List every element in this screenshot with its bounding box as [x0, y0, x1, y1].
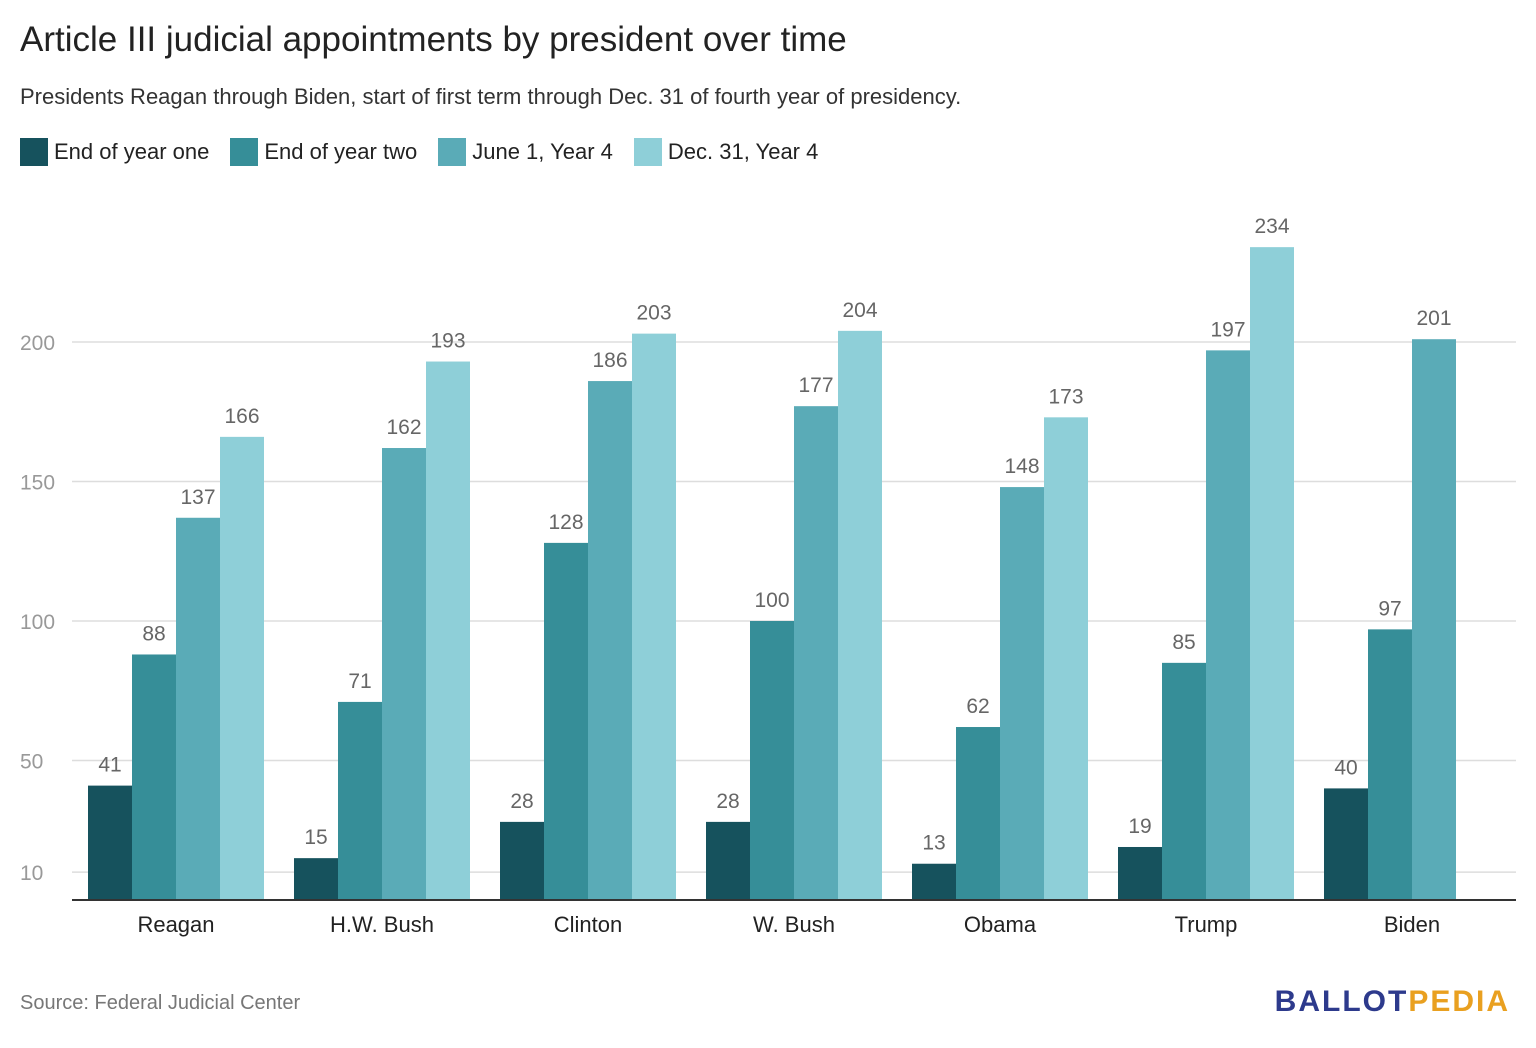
- bar-s1-1: [294, 858, 338, 900]
- legend-label-year-one: End of year one: [54, 139, 210, 164]
- value-label-s2-1: 71: [348, 670, 371, 693]
- source-note: Source: Federal Judicial Center: [20, 992, 301, 1014]
- value-label-s1-6: 40: [1334, 756, 1357, 779]
- y-tick-label-100: 100: [20, 611, 55, 634]
- bar-s1-0: [88, 785, 132, 900]
- value-label-s1-4: 13: [922, 832, 945, 855]
- bar-s3-6: [1412, 339, 1456, 901]
- bar-s2-1: [338, 701, 382, 900]
- value-label-s2-0: 88: [142, 622, 165, 645]
- category-label-2: Clinton: [554, 912, 622, 937]
- bar-s3-0: [176, 517, 220, 900]
- value-label-s4-4: 173: [1048, 385, 1083, 408]
- value-label-s4-2: 203: [636, 302, 671, 325]
- bar-s2-5: [1162, 662, 1206, 900]
- bar-s2-0: [132, 654, 176, 900]
- bar-s4-0: [220, 436, 264, 900]
- value-label-s1-1: 15: [304, 826, 327, 849]
- bar-s1-3: [706, 821, 750, 900]
- category-label-4: Obama: [964, 912, 1037, 937]
- value-label-s2-4: 62: [966, 695, 989, 718]
- legend-item-year-one: End of year one: [20, 138, 209, 166]
- category-label-1: H.W. Bush: [330, 912, 434, 937]
- value-label-s3-3: 177: [798, 374, 833, 397]
- bar-s4-5: [1250, 247, 1294, 900]
- value-label-s2-3: 100: [754, 589, 789, 612]
- legend-label-june-year-four: June 1, Year 4: [472, 139, 613, 164]
- value-label-s2-6: 97: [1378, 597, 1401, 620]
- logo-text-pedia: PEDIA: [1408, 985, 1510, 1018]
- value-label-s4-1: 193: [430, 330, 465, 353]
- value-label-s3-1: 162: [386, 416, 421, 439]
- bar-s4-4: [1044, 417, 1088, 900]
- value-label-s3-5: 197: [1210, 318, 1245, 341]
- category-label-3: W. Bush: [753, 912, 835, 937]
- bar-s1-2: [500, 821, 544, 900]
- bar-s3-5: [1206, 350, 1250, 900]
- legend-swatch-year-one: [20, 138, 48, 166]
- bar-s3-2: [588, 381, 632, 900]
- bar-s2-6: [1368, 629, 1412, 900]
- legend-label-year-two: End of year two: [264, 139, 418, 164]
- bar-s1-4: [912, 863, 956, 900]
- y-tick-label-50: 50: [20, 751, 43, 774]
- value-label-s3-2: 186: [592, 349, 627, 372]
- y-tick-label-10: 10: [20, 862, 43, 885]
- legend-label-dec-year-four: Dec. 31, Year 4: [667, 139, 819, 164]
- value-label-s3-6: 201: [1416, 307, 1451, 330]
- value-label-s1-5: 19: [1128, 815, 1151, 838]
- bar-s4-2: [632, 333, 676, 900]
- value-label-s4-5: 234: [1254, 215, 1289, 238]
- bar-s3-3: [794, 406, 838, 900]
- y-tick-label-150: 150: [20, 472, 55, 495]
- value-label-s2-5: 85: [1172, 631, 1195, 654]
- bar-s2-4: [956, 727, 1000, 900]
- chart-title: Article III judicial appointments by pre…: [20, 20, 847, 59]
- value-label-s1-3: 28: [716, 790, 739, 813]
- legend-swatch-year-two: [230, 138, 259, 166]
- bar-s1-6: [1324, 788, 1368, 900]
- legend-item-year-two: End of year two: [230, 138, 417, 166]
- value-label-s1-2: 28: [510, 790, 533, 813]
- legend-item-june-year-four: June 1, Year 4: [438, 138, 613, 166]
- legend: End of year one End of year two June 1, …: [20, 138, 839, 166]
- bar-s4-1: [426, 361, 470, 900]
- value-label-s2-2: 128: [548, 511, 583, 534]
- value-label-s4-0: 166: [224, 405, 259, 428]
- category-label-6: Biden: [1384, 912, 1440, 937]
- bar-s4-3: [838, 330, 882, 901]
- value-label-s3-4: 148: [1004, 455, 1039, 478]
- bar-s3-1: [382, 448, 426, 900]
- legend-swatch-dec-year-four: [633, 138, 662, 166]
- bar-s3-4: [1000, 487, 1044, 900]
- category-label-0: Reagan: [137, 912, 214, 937]
- value-label-s1-0: 41: [98, 754, 121, 777]
- bar-s2-2: [544, 542, 588, 900]
- bar-s2-3: [750, 621, 794, 900]
- value-label-s4-3: 204: [842, 299, 877, 322]
- logo-text-ballot: BALLOT: [1274, 985, 1409, 1018]
- chart-subtitle: Presidents Reagan through Biden, start o…: [20, 84, 962, 109]
- value-label-s3-0: 137: [180, 486, 215, 509]
- legend-item-dec-year-four: Dec. 31, Year 4: [633, 138, 819, 166]
- bar-s1-5: [1118, 846, 1162, 900]
- category-label-5: Trump: [1175, 912, 1238, 937]
- legend-swatch-june-year-four: [438, 138, 467, 166]
- ballotpedia-logo[interactable]: BALLOTPEDIA: [1275, 985, 1510, 1019]
- y-tick-label-200: 200: [20, 332, 55, 355]
